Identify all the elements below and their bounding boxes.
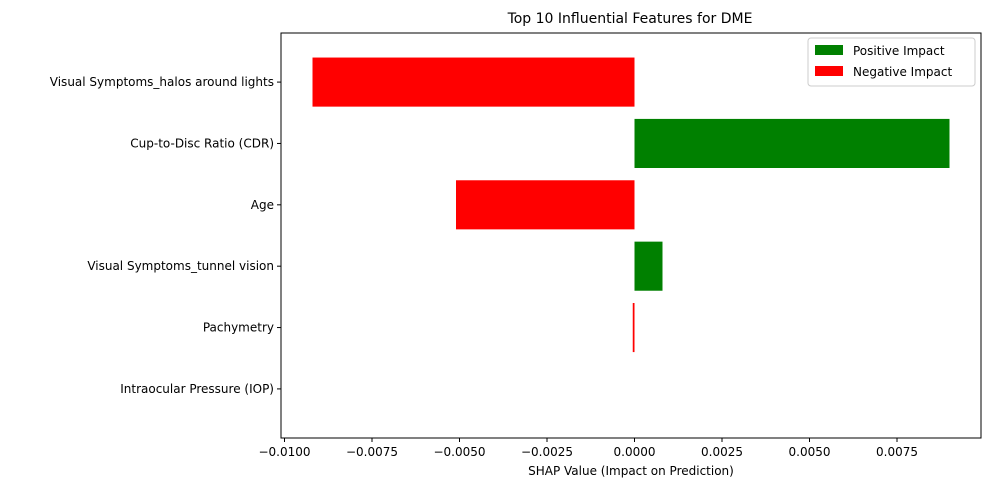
x-tick-label-6: 0.0050: [789, 445, 831, 459]
bar-2: [456, 180, 635, 230]
x-tick-label-3: −0.0025: [521, 445, 573, 459]
x-tick-label-5: 0.0025: [701, 445, 743, 459]
legend-label-negative: Negative Impact: [853, 65, 952, 79]
legend-frame: [807, 37, 976, 87]
bar-3: [634, 241, 663, 291]
bar-4: [632, 303, 635, 353]
y-tick-label-5: Intraocular Pressure (IOP): [120, 382, 274, 396]
x-tick-label-2: −0.0050: [433, 445, 485, 459]
x-tick-label-7: 0.0075: [876, 445, 918, 459]
y-tick-label-3: Visual Symptoms_tunnel vision: [87, 259, 274, 273]
x-axis: −0.0100 −0.0075 −0.0050 −0.0025 0.0000 0.0025…: [258, 438, 918, 459]
x-tick-label-4: 0.0000: [614, 445, 656, 459]
bar-0: [312, 57, 635, 107]
y-tick-label-2: Age: [251, 198, 274, 212]
chart-title: Top 10 Influential Features for DME: [507, 11, 753, 27]
legend-swatch-positive: [815, 45, 843, 55]
y-tick-label-4: Pachymetry: [203, 321, 274, 335]
legend-swatch-negative: [815, 66, 843, 76]
legend-label-positive: Positive Impact: [853, 44, 945, 58]
x-tick-label-0: −0.0100: [258, 445, 310, 459]
y-axis: Visual Symptoms_halos around lights Cup-t…: [50, 75, 281, 396]
x-tick-label-1: −0.0075: [346, 445, 398, 459]
bars-layer: [312, 57, 950, 353]
x-axis-label: SHAP Value (Impact on Prediction): [528, 464, 734, 478]
plot-frame: [280, 32, 982, 439]
y-tick-label-0: Visual Symptoms_halos around lights: [50, 75, 274, 89]
bar-1: [634, 118, 950, 168]
y-tick-label-1: Cup-to-Disc Ratio (CDR): [130, 136, 274, 150]
legend: Positive Impact Negative Impact: [807, 37, 976, 87]
